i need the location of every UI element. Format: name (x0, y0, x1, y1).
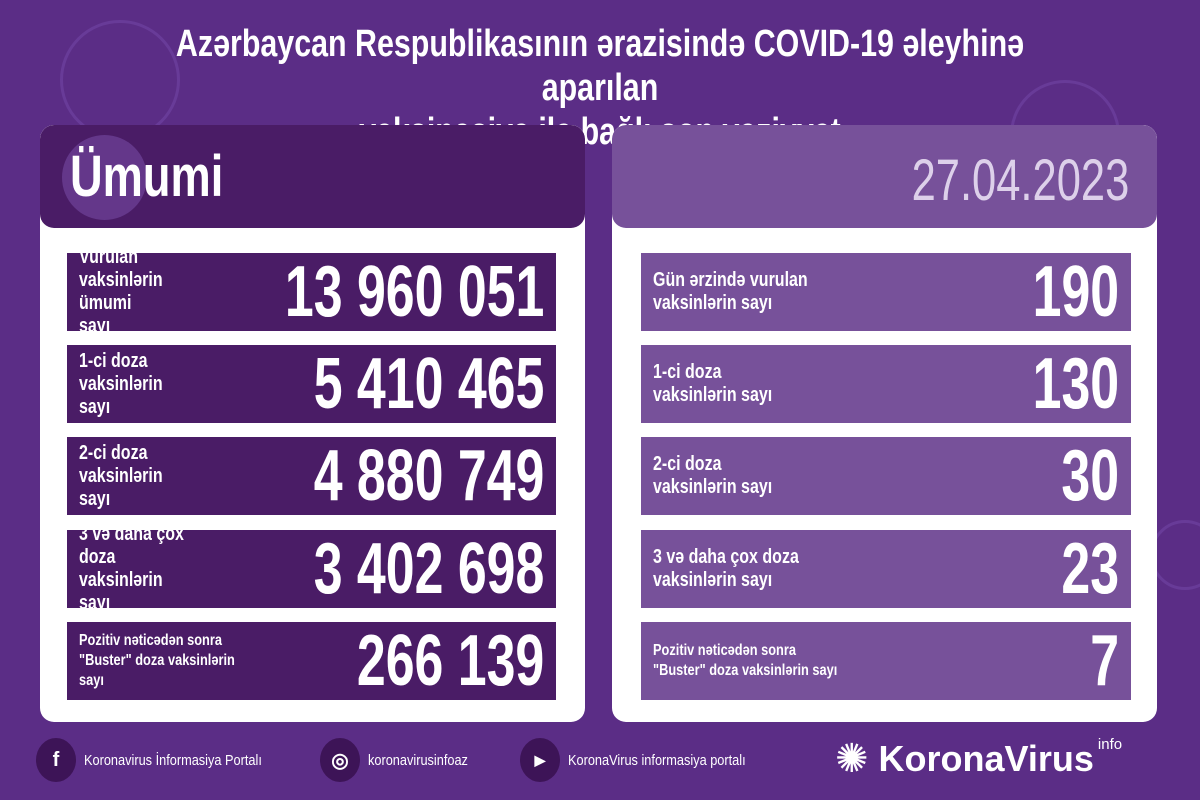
stat-value: 266 139 (356, 621, 544, 701)
instagram-text: koronavirusinfoaz (368, 751, 468, 769)
brand-name: KoronaVirus (878, 738, 1094, 779)
daily-panel: 27.04.2023 Gün ərzində vurulan vaksinlər… (612, 125, 1157, 722)
facebook-link[interactable]: f Koronavirus İnformasiya Portalı (36, 738, 293, 782)
stat-value: 7 (1090, 621, 1119, 701)
stat-row: 1-ci doza vaksinlərin sayı 130 (641, 344, 1131, 424)
youtube-icon: ▶ (520, 738, 560, 782)
stat-row: Pozitiv nəticədən sonra "Buster" doza va… (641, 621, 1131, 701)
title-line-1: Azərbaycan Respublikasının ərazisində CO… (175, 23, 1025, 109)
stat-label: 3 və daha çox doza vaksinlərin sayı (653, 546, 799, 591)
youtube-link[interactable]: ▶ KoronaVirus informasiya portalı (520, 738, 777, 782)
facebook-icon: f (36, 738, 76, 782)
stat-value: 30 (1061, 436, 1119, 516)
stat-label: 2-ci doza vaksinlərin sayı (79, 441, 163, 510)
facebook-text: Koronavirus İnformasiya Portalı (84, 751, 262, 769)
virus-icon (62, 135, 147, 220)
stat-label: 3 və daha çox doza vaksinlərin sayı (79, 523, 184, 614)
youtube-text: KoronaVirus informasiya portalı (568, 751, 746, 769)
stat-label: Gün ərzində vurulan vaksinlərin sayı (653, 269, 808, 314)
stat-label: Vurulan vaksinlərin ümumi sayı (79, 246, 163, 337)
stat-label: 1-ci doza vaksinlərin sayı (653, 361, 773, 406)
brand-suffix: info (1097, 736, 1123, 753)
total-title: Ümumi (70, 144, 224, 209)
stat-row: Pozitiv nəticədən sonra "Buster" doza va… (67, 621, 556, 701)
stat-row: Vurulan vaksinlərin ümumi sayı 13 960 051 (67, 246, 556, 337)
stat-label: 2-ci doza vaksinlərin sayı (653, 453, 773, 498)
stat-value: 5 410 465 (313, 344, 544, 424)
instagram-link[interactable]: ◎ koronavirusinfoaz (320, 738, 486, 782)
stat-row: 3 və daha çox doza vaksinlərin sayı 3 402… (67, 523, 556, 614)
stat-value: 13 960 051 (284, 252, 544, 332)
total-panel: Ümumi Vurulan vaksinlərin ümumi sayı 13 9… (40, 125, 585, 722)
stat-value: 4 880 749 (313, 436, 544, 516)
stat-value: 3 402 698 (313, 529, 544, 609)
sun-virus-icon: ✺ (835, 737, 869, 781)
stat-value: 190 (1032, 252, 1119, 332)
stat-value: 130 (1032, 344, 1119, 424)
instagram-icon: ◎ (320, 738, 360, 782)
total-header: Ümumi (40, 125, 585, 228)
virus-decoration (1150, 520, 1200, 590)
daily-header: 27.04.2023 (612, 125, 1157, 228)
stat-label: Pozitiv nəticədən sonra "Buster" doza va… (653, 642, 838, 679)
stat-row: 3 və daha çox doza vaksinlərin sayı 23 (641, 529, 1131, 609)
stat-row: 2-ci doza vaksinlərin sayı 30 (641, 436, 1131, 516)
stat-row: 1-ci doza vaksinlərin sayı 5 410 465 (67, 344, 556, 424)
stat-row: 2-ci doza vaksinlərin sayı 4 880 749 (67, 436, 556, 516)
koronavirus-logo: ✺ KoronaVirus info (835, 736, 1122, 782)
date-label: 27.04.2023 (911, 148, 1129, 213)
stat-label: 1-ci doza vaksinlərin sayı (79, 349, 163, 418)
stat-label: Pozitiv nəticədən sonra "Buster" doza va… (79, 632, 235, 689)
stat-row: Gün ərzində vurulan vaksinlərin sayı 190 (641, 252, 1131, 332)
stat-value: 23 (1061, 529, 1119, 609)
